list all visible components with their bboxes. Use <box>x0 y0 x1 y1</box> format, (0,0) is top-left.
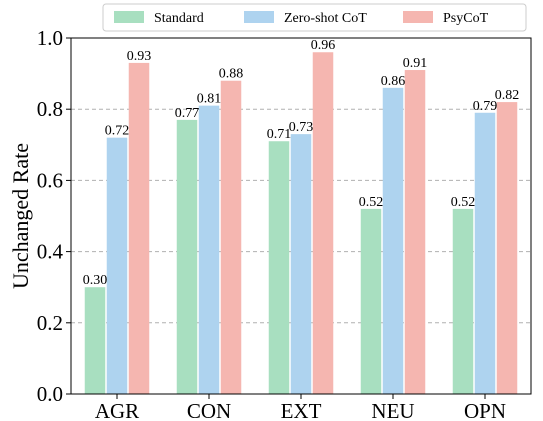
bar-zero-shot-cot-ext <box>290 134 312 394</box>
legend-label: Standard <box>154 11 204 26</box>
bars <box>84 52 518 395</box>
x-tick-label: NEU <box>371 399 414 421</box>
bar-psycot-opn <box>496 102 518 394</box>
bar-psycot-neu <box>404 70 426 394</box>
legend-swatch <box>403 11 433 23</box>
bar-zero-shot-cot-opn <box>474 112 496 394</box>
axes: 0.0 0.2 0.4 0.6 0.8 1.0 AGR CON EXT NEU OPN <box>37 26 532 421</box>
y-tick-label: 0.0 <box>37 382 63 406</box>
x-tick-label: OPN <box>464 399 506 421</box>
bar-zero-shot-cot-con <box>198 105 220 394</box>
data-label: 0.81 <box>197 92 222 107</box>
y-tick-label: 0.4 <box>37 240 64 264</box>
data-label: 0.86 <box>381 74 406 89</box>
y-tick-label: 0.2 <box>37 311 63 335</box>
bar-standard-con <box>176 119 198 394</box>
data-label: 0.71 <box>267 127 292 142</box>
y-axis-label: Unchanged Rate <box>8 143 33 289</box>
bar-standard-agr <box>84 287 106 394</box>
bar-psycot-con <box>220 80 242 394</box>
data-label: 0.73 <box>289 120 314 135</box>
legend-swatch <box>244 11 274 23</box>
data-labels: 0.30 0.72 0.93 0.770.81 0.88 0.710.73 0.96 0.52… <box>83 38 520 288</box>
bar-zero-shot-cot-neu <box>382 87 404 394</box>
data-label: 0.52 <box>451 195 476 210</box>
bar-zero-shot-cot-agr <box>106 137 128 394</box>
data-label: 0.88 <box>219 67 244 82</box>
x-tick-label: AGR <box>95 399 139 421</box>
data-label: 0.77 <box>175 106 200 121</box>
data-label: 0.30 <box>83 273 108 288</box>
data-label: 0.52 <box>359 195 384 210</box>
data-label: 0.72 <box>105 124 130 139</box>
legend: Standard Zero-shot CoT PsyCoT <box>102 3 527 32</box>
x-tick-label: EXT <box>281 399 322 421</box>
data-label: 0.91 <box>403 56 428 71</box>
legend-label: PsyCoT <box>443 11 489 26</box>
bar-standard-ext <box>268 141 290 394</box>
y-tick-label: 0.8 <box>37 97 63 121</box>
legend-swatch <box>114 11 144 23</box>
y-tick-label: 0.6 <box>37 168 63 192</box>
bar-psycot-ext <box>312 52 334 395</box>
y-tick-label: 1.0 <box>37 26 63 50</box>
data-label: 0.79 <box>473 99 498 114</box>
bar-standard-opn <box>452 208 474 394</box>
bar-psycot-agr <box>128 62 150 395</box>
data-label: 0.96 <box>311 38 336 53</box>
data-label: 0.93 <box>127 49 152 64</box>
bar-standard-neu <box>360 208 382 394</box>
legend-label: Zero-shot CoT <box>284 11 367 26</box>
x-tick-label: CON <box>187 399 231 421</box>
data-label: 0.82 <box>495 88 520 103</box>
legend-box <box>102 3 527 32</box>
